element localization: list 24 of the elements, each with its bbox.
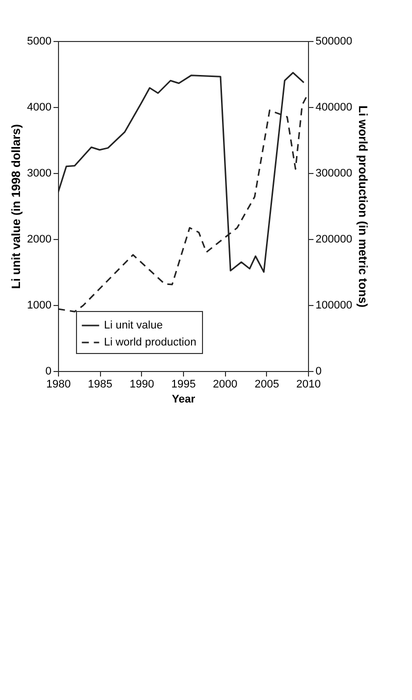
x-axis-title: Year	[172, 394, 196, 406]
y2-tick-label: 400000	[316, 102, 352, 114]
y-tick-label: 4000	[27, 102, 52, 114]
x-tick-label: 1985	[88, 378, 112, 390]
x-tick-label: 2005	[254, 378, 280, 390]
y-tick-label: 5000	[27, 36, 52, 48]
y2-tick-label: 0	[316, 366, 322, 378]
y2-tick-label: 200000	[316, 234, 352, 246]
x-tick-label: 2000	[212, 378, 238, 390]
x-tick-label: 1990	[130, 378, 154, 390]
y-tick-label: 3000	[27, 168, 52, 180]
y2-axis-title: Li world production (in metric tons)	[356, 106, 370, 308]
y-tick-label: 1000	[27, 300, 52, 312]
y2-tick-label: 100000	[316, 300, 352, 312]
legend-label: Li world production	[104, 336, 196, 348]
y2-tick-label: 300000	[316, 168, 352, 180]
x-tick-label: 2010	[296, 378, 321, 390]
x-tick-label: 1995	[171, 378, 196, 390]
y-tick-label: 2000	[27, 234, 52, 246]
y2-tick-label: 500000	[316, 36, 352, 48]
x-tick-label: 1980	[46, 378, 71, 390]
legend-label: Li unit value	[104, 320, 163, 332]
y-axis-title: Li unit value (in 1998 dollars)	[9, 124, 24, 289]
y-tick-label: 0	[45, 366, 52, 378]
